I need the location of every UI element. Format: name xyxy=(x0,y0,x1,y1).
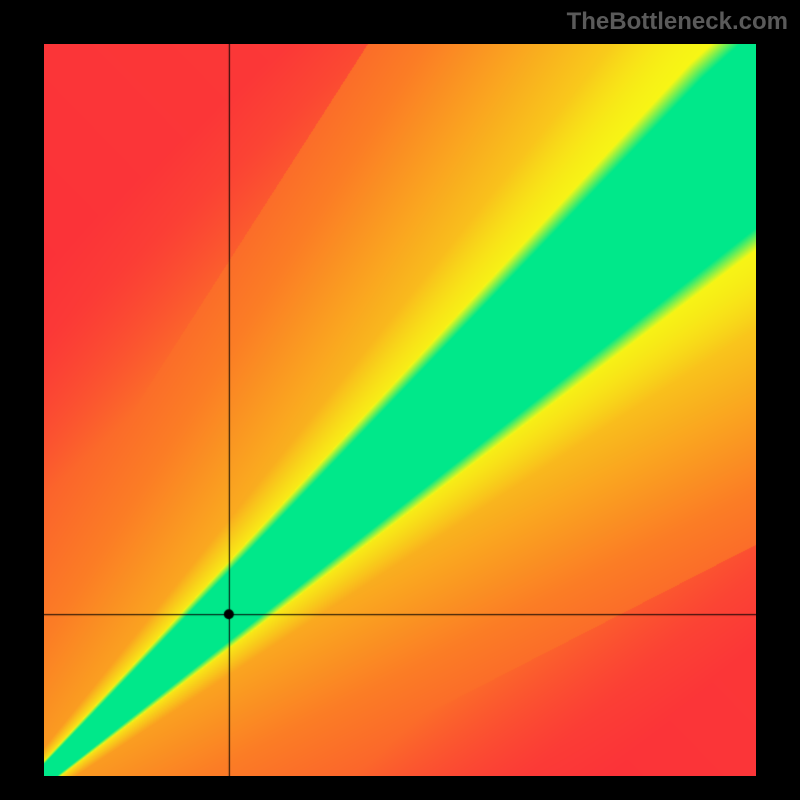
heatmap-canvas xyxy=(44,44,756,776)
heatmap-plot xyxy=(44,44,756,776)
watermark-text: TheBottleneck.com xyxy=(567,8,788,36)
